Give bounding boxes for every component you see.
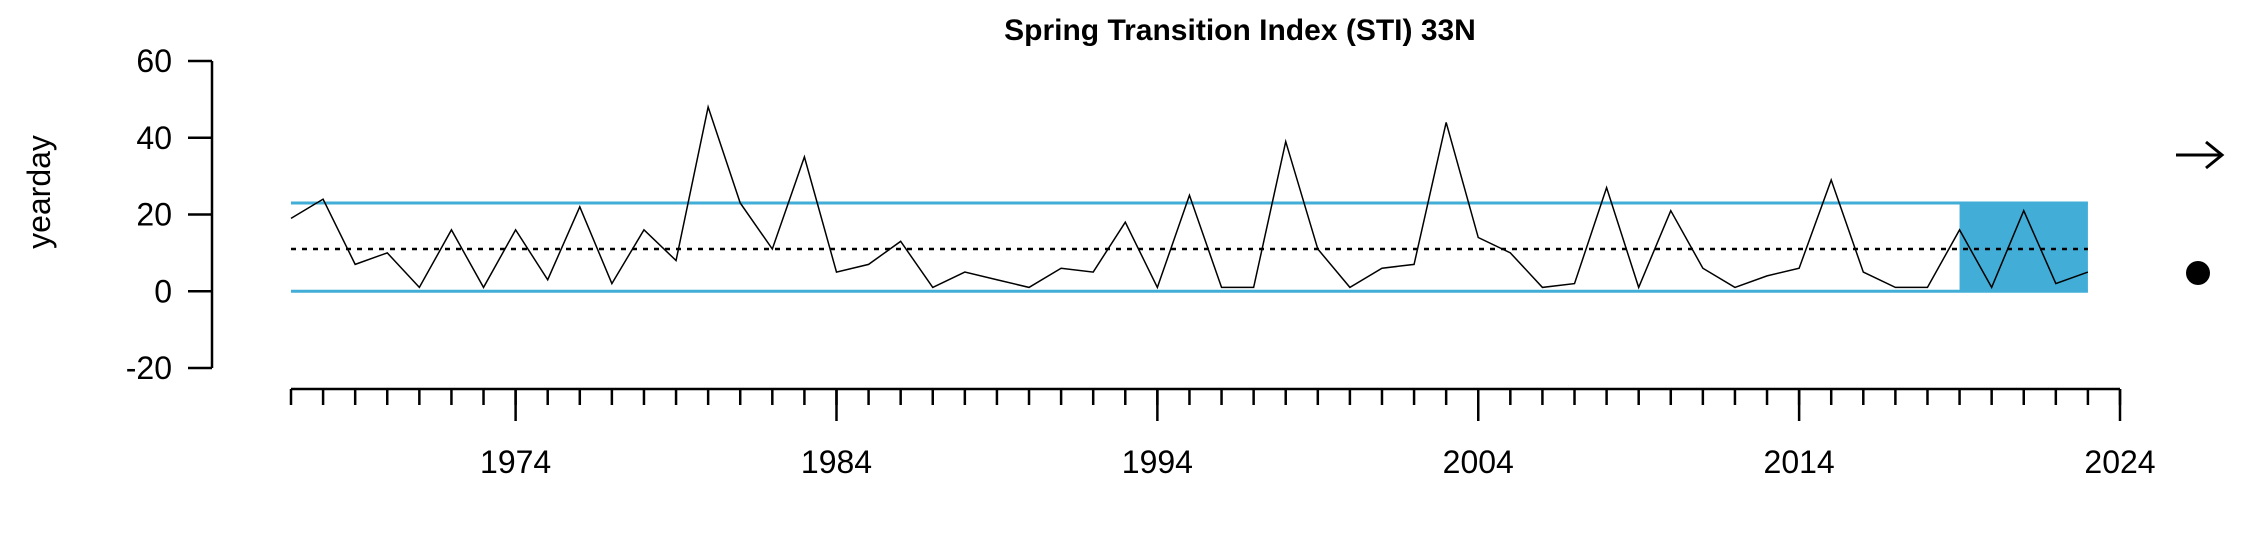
chart-title: Spring Transition Index (STI) 33N xyxy=(1004,14,1476,47)
y-axis-label: yearday xyxy=(21,135,57,249)
y-tick-label: 20 xyxy=(136,197,172,233)
y-tick-label: 0 xyxy=(154,273,172,309)
y-tick-label: 60 xyxy=(136,43,172,79)
x-tick-label: 1994 xyxy=(1122,444,1193,480)
y-tick-label: -20 xyxy=(126,350,172,386)
y-tick-label: 40 xyxy=(136,120,172,156)
highlight-box xyxy=(1959,202,2088,292)
x-tick-label: 2014 xyxy=(1764,444,1835,480)
x-tick-label: 2004 xyxy=(1443,444,1514,480)
trend-arrow xyxy=(2176,140,2225,170)
series-line xyxy=(290,104,2089,290)
status-dot xyxy=(2186,261,2210,285)
x-tick-label: 1974 xyxy=(480,444,551,480)
x-tick-label: 2024 xyxy=(2084,444,2155,480)
x-tick-label: 1984 xyxy=(801,444,872,480)
